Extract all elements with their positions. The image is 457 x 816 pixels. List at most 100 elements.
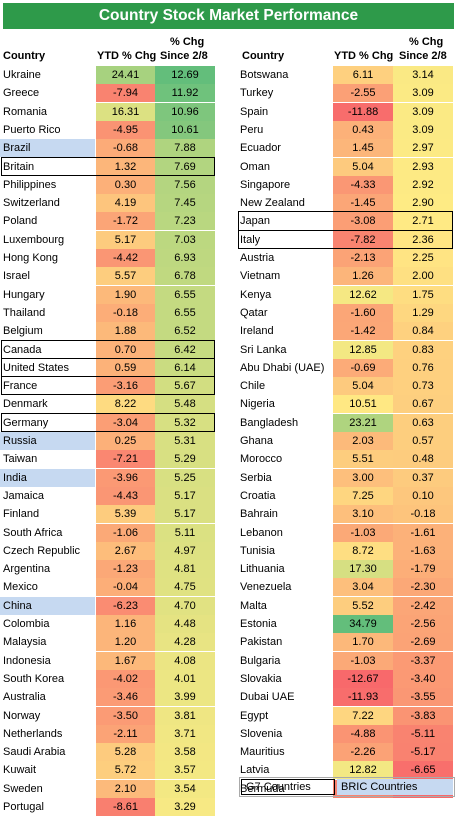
table-row: Serbia 3.00 0.37 [237, 468, 457, 487]
table-row: Ecuador 1.45 2.97 [237, 139, 457, 158]
table-row: Hong Kong -4.42 6.93 [0, 249, 218, 267]
ytd-change-cell: 1.67 [96, 651, 155, 670]
ytd-change-cell: 8.22 [96, 395, 155, 414]
since-change-cell: 2.93 [393, 157, 453, 176]
ytd-change-cell: 3.10 [333, 505, 393, 524]
table-row: Poland -1.72 7.23 [0, 212, 218, 231]
ytd-change-cell: -3.08 [333, 212, 393, 231]
since-change-cell: -1.61 [393, 523, 453, 542]
ytd-change-cell: -1.42 [333, 322, 393, 341]
country-name: Qatar [240, 306, 268, 319]
table-row: Ukraine 24.41 12.69 [0, 66, 218, 84]
country-name: Colombia [3, 618, 50, 630]
country-name: Britain [3, 160, 35, 173]
since-change-cell: 11.92 [155, 84, 215, 103]
country-name: China [0, 596, 95, 615]
ytd-change-cell: 0.59 [96, 358, 155, 377]
ytd-change-cell: -1.23 [96, 560, 155, 579]
since-change-cell: 0.67 [393, 395, 453, 414]
since-change-cell: 3.54 [155, 779, 215, 798]
since-change-cell: 0.83 [393, 340, 453, 359]
since-change-cell: 4.81 [155, 560, 215, 579]
table-row: Romania 16.31 10.96 [0, 102, 218, 121]
table-row: Egypt 7.22 -3.83 [237, 706, 457, 725]
ytd-change-cell: -3.46 [96, 688, 155, 707]
country-name: Czech Republic [3, 544, 81, 557]
table-row: Bulgaria -1.03 -3.37 [237, 651, 457, 670]
table-row: South Africa -1.06 5.11 [0, 523, 218, 542]
country-name: Romania [3, 105, 48, 118]
ytd-change-cell: -0.69 [333, 358, 393, 377]
country-name: Netherlands [3, 727, 63, 740]
table-row: Ireland -1.42 0.84 [237, 322, 457, 341]
ytd-change-cell: -4.42 [96, 249, 155, 267]
country-name: Jamaica [3, 489, 44, 502]
ytd-change-cell: 24.41 [96, 66, 155, 84]
country-name: Russia [0, 432, 95, 450]
country-name: Hong Kong [3, 252, 59, 264]
table-row: Jamaica -4.43 5.17 [0, 486, 218, 505]
table-row: Puerto Rico -4.95 10.61 [0, 120, 218, 139]
since-change-cell: 3.58 [155, 743, 215, 762]
country-name: Mauritius [240, 746, 285, 759]
ytd-change-cell: 1.88 [96, 322, 155, 341]
table-row: Qatar -1.60 1.29 [237, 303, 457, 322]
country-name: Finland [3, 508, 40, 521]
country-name: Pakistan [240, 636, 283, 649]
since-change-cell: 2.00 [393, 267, 453, 286]
country-name: Nigeria [240, 398, 275, 411]
country-name: Tunisia [240, 544, 276, 557]
ytd-change-cell: -11.93 [333, 688, 393, 707]
country-name: Slovakia [240, 672, 282, 685]
since-change-cell: 5.17 [155, 505, 215, 524]
ytd-change-cell: 3.00 [333, 468, 393, 487]
country-name: Serbia [240, 471, 272, 484]
since-change-cell: 2.92 [393, 175, 453, 194]
table-row: Malaysia 1.20 4.28 [0, 633, 218, 652]
ytd-change-cell: 1.16 [96, 615, 155, 633]
table-row: France -3.16 5.67 [0, 376, 218, 396]
country-name: Bermuda [240, 782, 285, 795]
ytd-change-cell: 5.72 [96, 761, 155, 780]
table-row: Austria -2.13 2.25 [237, 249, 457, 267]
country-name: Spain [240, 105, 269, 118]
country-name: South Korea [3, 672, 65, 685]
country-name: Chile [240, 380, 266, 393]
header-since-line2: Since 2/8 [160, 50, 208, 62]
table-row: Russia 0.25 5.31 [0, 432, 218, 450]
table-row: Spain -11.88 3.09 [237, 102, 457, 121]
ytd-change-cell: 12.82 [333, 761, 393, 780]
country-name: Argentina [3, 563, 51, 576]
country-name: Belgium [3, 325, 43, 338]
table-row: Netherlands -2.11 3.71 [0, 724, 218, 743]
since-change-cell: 4.70 [155, 596, 215, 615]
ytd-change-cell: -6.23 [96, 596, 155, 615]
since-change-cell: 3.09 [393, 102, 453, 121]
since-change-cell: 2.36 [393, 230, 453, 249]
since-change-cell: 7.88 [155, 139, 215, 158]
table-row: Chile 5.04 0.73 [237, 377, 457, 396]
since-change-cell: 3.09 [393, 120, 453, 139]
table-row: United States 0.59 6.14 [0, 357, 218, 378]
table-row: Brazil -0.68 7.88 [0, 139, 218, 158]
table-row: Greece -7.94 11.92 [0, 84, 218, 103]
country-name: Kenya [240, 288, 272, 301]
ytd-change-cell: 10.51 [333, 395, 393, 414]
header-ytd: YTD % Chg [334, 50, 394, 62]
ytd-change-cell: -2.13 [333, 249, 393, 267]
since-change-cell: -3.83 [393, 706, 453, 725]
since-change-cell: 3.09 [393, 84, 453, 103]
ytd-change-cell: -8.61 [96, 798, 155, 816]
table-row: Italy -7.82 2.36 [237, 229, 457, 249]
country-name: Morocco [240, 453, 283, 466]
since-change-cell: 10.61 [155, 120, 215, 139]
country-name: Hungary [3, 288, 45, 301]
since-change-cell: -5.17 [393, 743, 453, 762]
country-name: Poland [3, 215, 38, 228]
ytd-change-cell: -0.04 [96, 578, 155, 597]
table-row: Sweden 2.10 3.54 [0, 779, 218, 798]
since-change-cell: 5.48 [155, 395, 215, 414]
table-row: Czech Republic 2.67 4.97 [0, 541, 218, 560]
ytd-change-cell: -3.50 [96, 706, 155, 725]
since-change-cell: 0.63 [393, 413, 453, 432]
